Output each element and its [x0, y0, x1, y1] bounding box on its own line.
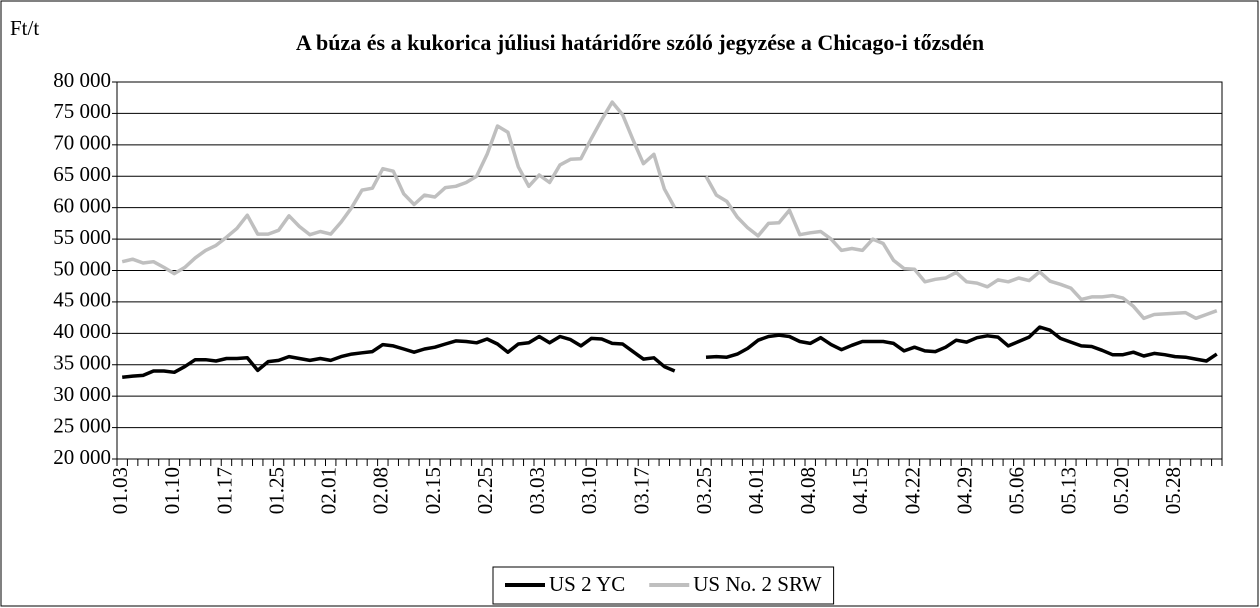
x-tick-label: 01.25 [264, 467, 288, 514]
x-tick-label: 04.29 [952, 467, 976, 514]
x-tick-label: 04.15 [848, 467, 872, 514]
y-tick-label: 40 000 [53, 319, 111, 343]
y-tick-label: 25 000 [53, 413, 111, 437]
x-tick-label: 01.17 [212, 467, 236, 514]
x-tick-label: 03.03 [525, 467, 549, 514]
x-tick-label: 02.08 [369, 467, 393, 514]
y-tick-label: 55 000 [53, 225, 111, 249]
y-tick-label: 35 000 [53, 351, 111, 375]
x-tick-label: 03.17 [629, 467, 653, 514]
y-tick-label: 70 000 [53, 131, 111, 155]
x-tick-label: 05.28 [1161, 467, 1185, 514]
chart-title: A búza és a kukorica júliusi határidőre … [296, 30, 984, 55]
y-tick-label: 65 000 [53, 162, 111, 186]
x-tick-label: 03.10 [577, 467, 601, 514]
legend: US 2 YC US No. 2 SRW [492, 566, 835, 605]
legend-label: US No. 2 SRW [693, 572, 822, 596]
x-tick-label: 05.06 [1005, 467, 1029, 514]
x-tick-label: 01.10 [160, 467, 184, 514]
y-tick-label: 60 000 [53, 193, 111, 217]
legend-label: US 2 YC [549, 572, 625, 596]
y-axis-label: Ft/t [10, 16, 39, 40]
y-tick-label: 30 000 [53, 382, 111, 406]
x-tick-label: 04.01 [744, 467, 768, 514]
x-tick-label: 01.03 [108, 467, 132, 514]
series-line [121, 325, 1218, 380]
y-tick-label: 75 000 [53, 99, 111, 123]
x-tick-label: 02.01 [317, 467, 341, 514]
x-tick-label: 02.25 [473, 467, 497, 514]
y-tick-label: 80 000 [53, 68, 111, 92]
x-tick-label: 05.20 [1109, 467, 1133, 514]
x-tick-label: 02.15 [421, 467, 445, 514]
y-tick-label: 45 000 [53, 288, 111, 312]
y-tick-label: 20 000 [53, 445, 111, 469]
x-tick-label: 05.13 [1057, 467, 1081, 514]
x-tick-label: 04.22 [900, 467, 924, 514]
x-tick-label: 03.25 [692, 467, 716, 514]
series-line [121, 100, 1218, 321]
x-tick-label: 04.08 [796, 467, 820, 514]
y-tick-label: 50 000 [53, 256, 111, 280]
